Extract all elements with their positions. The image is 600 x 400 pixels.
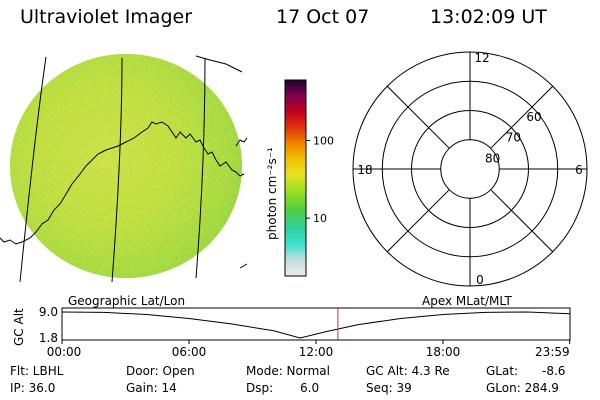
coastline (235, 137, 248, 147)
mlt-label: 12 (474, 51, 489, 65)
timeline-x-tick: 12:00 (299, 345, 334, 359)
mlt-spoke (490, 189, 554, 253)
door-status: Door: Open (126, 364, 195, 378)
coastline (195, 55, 243, 73)
ip-status: IP: 36.0 (10, 381, 56, 395)
color-bar-tick-label: 10 (313, 212, 327, 225)
timeline-x-tick: 06:00 (172, 345, 207, 359)
geographic-caption: Geographic Lat/Lon (68, 294, 186, 308)
mlt-label: 0 (476, 273, 484, 287)
mlt-label: 18 (357, 163, 372, 177)
gc-alt-status: GC Alt: 4.3 Re (366, 364, 450, 378)
timeline-x-tick: 00:00 (47, 345, 82, 359)
glat-value: -8.6 (542, 364, 566, 378)
timeline-x-tick: 23:59 (535, 345, 570, 359)
color-bar-unit: photon cm⁻²s⁻¹ (265, 147, 279, 240)
latitude-label: 70 (506, 131, 521, 145)
glon-status: GLon: 284.9 (486, 381, 559, 395)
altitude-timeline: 9.0 1.8 00:00 06:00 12:00 18:00 23:59 (39, 305, 571, 359)
mlt-spoke (386, 189, 450, 253)
latitude-label: 80 (485, 151, 500, 165)
meridian-line (19, 56, 47, 283)
dsp-label: Dsp: (246, 381, 274, 395)
auroral-image (0, 54, 248, 283)
meridian-line (111, 57, 123, 283)
glat-label: GLat: (486, 364, 519, 378)
color-bar-gradient (284, 79, 307, 277)
filter-status: Flt: LBHL (10, 364, 64, 378)
color-scale-bar: 100 10 photon cm⁻²s⁻¹ (265, 79, 334, 277)
instrument-title: Ultraviolet Imager (20, 6, 193, 28)
apex-caption: Apex MLat/MLT (422, 294, 512, 308)
coastline (0, 231, 37, 245)
coastline (35, 121, 245, 233)
date-label: 17 Oct 07 (276, 6, 370, 28)
time-label: 13:02:09 UT (430, 6, 547, 28)
mlt-spoke (490, 85, 554, 149)
altitude-curve (61, 311, 570, 339)
meridian-line (195, 57, 206, 279)
mlt-spoke (386, 85, 450, 149)
mlt-label: 6 (575, 163, 583, 177)
timeline-y-tick: 9.0 (39, 305, 58, 319)
latitude-ring (440, 139, 500, 199)
color-bar-tick-label: 100 (313, 134, 334, 147)
dsp-value: 6.0 (300, 381, 320, 395)
timeline-x-tick: 18:00 (426, 345, 461, 359)
seq-status: Seq: 39 (366, 381, 412, 395)
timeline-y-tick: 1.8 (39, 331, 58, 345)
coastline (239, 263, 248, 269)
gain-status: Gain: 14 (126, 381, 177, 395)
mode-status: Mode: Normal (246, 364, 330, 378)
latitude-label: 60 (526, 110, 541, 124)
